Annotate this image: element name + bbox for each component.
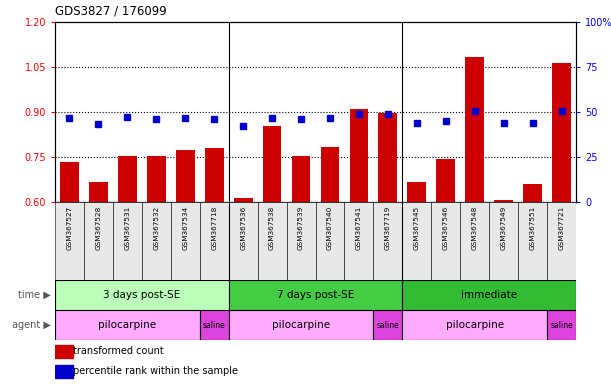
Text: GSM367551: GSM367551 xyxy=(530,206,536,250)
Text: pilocarpine: pilocarpine xyxy=(98,320,156,330)
Bar xyxy=(373,202,402,280)
Bar xyxy=(489,202,518,280)
Text: GSM367719: GSM367719 xyxy=(385,206,391,250)
Text: GSM367718: GSM367718 xyxy=(211,206,217,250)
Bar xyxy=(466,56,484,202)
Bar xyxy=(287,202,315,280)
Text: percentile rank within the sample: percentile rank within the sample xyxy=(73,366,238,376)
Text: pilocarpine: pilocarpine xyxy=(445,320,503,330)
Text: GSM367721: GSM367721 xyxy=(558,206,565,250)
Text: time ▶: time ▶ xyxy=(18,290,51,300)
Text: GSM367541: GSM367541 xyxy=(356,206,362,250)
Bar xyxy=(552,63,571,202)
Text: saline: saline xyxy=(376,321,399,329)
Bar xyxy=(60,162,79,202)
Text: agent ▶: agent ▶ xyxy=(12,320,51,330)
Bar xyxy=(89,182,108,202)
Text: GSM367538: GSM367538 xyxy=(269,206,275,250)
Text: GSM367545: GSM367545 xyxy=(414,206,420,250)
Bar xyxy=(55,280,229,310)
Bar xyxy=(55,310,200,340)
Bar xyxy=(200,310,229,340)
Bar xyxy=(147,156,166,202)
Bar xyxy=(118,156,137,202)
Text: immediate: immediate xyxy=(461,290,518,300)
Bar xyxy=(349,109,368,202)
Bar xyxy=(229,310,373,340)
Text: saline: saline xyxy=(203,321,225,329)
Bar xyxy=(345,202,373,280)
Bar xyxy=(258,202,287,280)
Bar xyxy=(55,365,73,378)
Bar xyxy=(402,280,576,310)
Bar xyxy=(436,159,455,202)
Bar xyxy=(142,202,171,280)
Bar xyxy=(200,202,229,280)
Bar xyxy=(171,202,200,280)
Bar xyxy=(431,202,460,280)
Bar xyxy=(229,280,402,310)
Bar xyxy=(523,184,542,202)
Bar xyxy=(234,198,252,202)
Text: GSM367528: GSM367528 xyxy=(95,206,101,250)
Bar xyxy=(321,147,339,202)
Text: GSM367527: GSM367527 xyxy=(67,206,73,250)
Bar xyxy=(55,345,73,358)
Bar xyxy=(291,156,310,202)
Bar xyxy=(408,182,426,202)
Bar xyxy=(460,202,489,280)
Bar xyxy=(402,202,431,280)
Bar xyxy=(205,148,224,202)
Text: GSM367540: GSM367540 xyxy=(327,206,333,250)
Bar xyxy=(113,202,142,280)
Bar xyxy=(518,202,547,280)
Text: GSM367536: GSM367536 xyxy=(240,206,246,250)
Bar xyxy=(315,202,345,280)
Text: GSM367549: GSM367549 xyxy=(500,206,507,250)
Text: pilocarpine: pilocarpine xyxy=(272,320,330,330)
Bar xyxy=(229,202,258,280)
Bar xyxy=(547,310,576,340)
Bar xyxy=(378,114,397,202)
Bar xyxy=(494,200,513,202)
Text: GSM367532: GSM367532 xyxy=(153,206,159,250)
Text: GSM367531: GSM367531 xyxy=(125,206,130,250)
Bar xyxy=(373,310,402,340)
Text: 7 days post-SE: 7 days post-SE xyxy=(277,290,354,300)
Text: transformed count: transformed count xyxy=(73,346,164,356)
Text: saline: saline xyxy=(550,321,573,329)
Bar xyxy=(263,126,282,202)
Bar xyxy=(176,149,195,202)
Bar xyxy=(402,310,547,340)
Text: GSM367548: GSM367548 xyxy=(472,206,478,250)
Bar xyxy=(547,202,576,280)
Text: GSM367546: GSM367546 xyxy=(443,206,448,250)
Text: GDS3827 / 176099: GDS3827 / 176099 xyxy=(55,5,167,18)
Text: GSM367534: GSM367534 xyxy=(182,206,188,250)
Bar xyxy=(84,202,113,280)
Text: 3 days post-SE: 3 days post-SE xyxy=(103,290,180,300)
Text: GSM367539: GSM367539 xyxy=(298,206,304,250)
Bar xyxy=(55,202,84,280)
